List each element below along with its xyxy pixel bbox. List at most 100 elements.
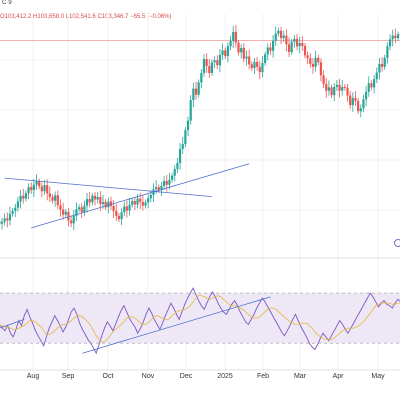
candle-body — [184, 130, 187, 145]
x-tick-label: Aug — [27, 373, 40, 380]
candle-body — [327, 87, 331, 91]
candle-body — [181, 144, 184, 149]
candle-body — [112, 206, 115, 211]
candle-body — [303, 45, 307, 56]
candle-body — [173, 169, 176, 176]
candle-body — [380, 63, 384, 67]
candle-body — [378, 63, 381, 73]
candle-body — [136, 198, 139, 205]
candle-body — [319, 62, 323, 76]
candle-body — [186, 120, 190, 131]
candle-body — [248, 56, 251, 65]
candle-body — [357, 100, 360, 112]
ohlc-readout: O103,412.2 H103,658.0 L102,541.6 C103,34… — [0, 12, 172, 22]
price-trendline — [31, 163, 250, 229]
rsi-line — [0, 287, 400, 355]
candle-body — [194, 88, 198, 95]
candle-body — [226, 46, 230, 57]
candle-body — [144, 202, 147, 206]
candle-body — [115, 210, 118, 216]
candle-body — [8, 213, 12, 221]
candle-body — [210, 62, 214, 73]
candle-body — [120, 212, 123, 220]
x-tick-label: Apr — [333, 373, 345, 380]
candle-body — [256, 61, 259, 67]
candle-body — [287, 44, 291, 53]
candle-body — [80, 207, 83, 213]
candle-body — [165, 181, 168, 185]
candle-body — [240, 47, 243, 53]
candle-body — [261, 63, 264, 73]
x-tick-label: Feb — [257, 373, 269, 380]
high-value: H103,658.0 — [33, 14, 65, 20]
candle-body — [335, 84, 338, 87]
candle-body — [197, 82, 200, 95]
close-value: C103,346.7 — [97, 14, 129, 20]
candle-body — [295, 38, 299, 47]
candle-body — [123, 206, 126, 213]
candle-body — [365, 91, 368, 100]
candle-body — [155, 187, 158, 190]
candle-body — [274, 33, 277, 41]
candle-body — [0, 221, 4, 224]
candle-body — [125, 206, 129, 211]
candle-body — [298, 43, 301, 47]
candle-body — [394, 35, 397, 39]
candle-body — [234, 31, 237, 43]
candle-body — [67, 211, 70, 221]
candle-body — [285, 35, 288, 45]
candle-body — [343, 86, 346, 88]
candle-body — [386, 46, 389, 58]
rsi-trendline — [0, 319, 25, 329]
candle-body — [30, 187, 33, 191]
candle-body — [354, 98, 357, 101]
candle-body — [306, 55, 309, 59]
candle-body — [205, 59, 208, 66]
candle-body — [325, 84, 328, 91]
pane-settings-icon[interactable] — [394, 239, 400, 247]
candle-body — [170, 175, 174, 180]
candle-body — [266, 47, 269, 55]
candle-body — [301, 43, 304, 46]
candle-body — [133, 201, 136, 205]
candle-body — [160, 185, 163, 191]
candle-body — [141, 201, 144, 206]
candle-body — [253, 61, 256, 69]
candle-body — [85, 199, 89, 206]
candle-body — [72, 215, 75, 224]
candle-body — [388, 39, 392, 47]
candle-body — [62, 209, 65, 215]
candle-body — [6, 218, 9, 221]
candle-body — [362, 99, 365, 109]
candle-body — [40, 186, 43, 192]
candle-body — [168, 179, 171, 185]
candle-body — [213, 60, 216, 63]
candle-body — [396, 34, 400, 39]
candle-body — [372, 79, 376, 88]
candle-body — [322, 75, 325, 85]
x-tick-label: Mar — [294, 373, 307, 380]
candle-body — [314, 57, 317, 67]
candle-body — [22, 195, 25, 199]
candle-body — [3, 218, 6, 222]
candle-body — [309, 58, 312, 64]
candle-body — [51, 197, 54, 201]
candle-body — [131, 201, 134, 205]
candle-body — [258, 66, 261, 73]
candle-body — [202, 59, 206, 73]
candle-body — [104, 201, 107, 208]
candle-body — [224, 50, 227, 57]
candle-body — [346, 87, 349, 96]
price-trendline — [4, 177, 212, 198]
candle-body — [269, 47, 272, 51]
candle-body — [96, 197, 99, 200]
candle-body — [333, 86, 336, 96]
candle-body — [16, 201, 20, 208]
candle-body — [370, 83, 373, 88]
candle-body — [383, 57, 386, 67]
candle-body — [88, 199, 91, 203]
candle-body — [351, 98, 354, 106]
open-value: O103,412.2 — [0, 14, 32, 20]
candle-body — [317, 57, 320, 63]
